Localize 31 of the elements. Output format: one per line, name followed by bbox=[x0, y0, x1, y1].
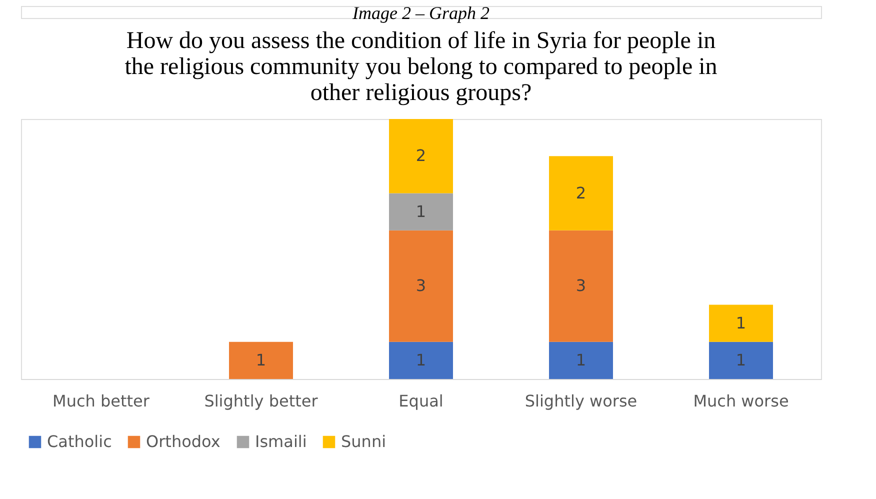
data-label: 1 bbox=[736, 350, 746, 370]
data-label: 1 bbox=[576, 350, 586, 370]
data-label: 3 bbox=[576, 276, 586, 296]
text: Image 2 – Graph 2 bbox=[352, 3, 490, 23]
bar bbox=[709, 342, 773, 379]
bar bbox=[709, 304, 773, 342]
bar bbox=[389, 119, 453, 194]
bar bbox=[229, 342, 293, 379]
bar bbox=[389, 193, 453, 230]
legend-label: Ismaili bbox=[255, 432, 307, 451]
data-label: 1 bbox=[416, 202, 426, 221]
legend-label: Orthodox bbox=[146, 432, 220, 451]
data-label: 2 bbox=[576, 183, 586, 202]
x-tick-label: Slightly worse bbox=[524, 392, 638, 410]
x-tick-label: Slightly better bbox=[204, 392, 318, 410]
legend-label: Sunni bbox=[341, 432, 386, 451]
x-tick-label: Equal bbox=[398, 392, 444, 410]
bar bbox=[389, 230, 453, 342]
data-label: 1 bbox=[736, 313, 746, 332]
x-tick-label: Much better bbox=[52, 392, 150, 410]
data-label: 1 bbox=[256, 350, 266, 370]
bar bbox=[549, 230, 613, 342]
bar bbox=[549, 156, 613, 230]
bar bbox=[549, 342, 613, 379]
data-label: 3 bbox=[416, 276, 426, 296]
data-label: 2 bbox=[416, 146, 426, 166]
chart-title: How do you assess the condition of life in Syria for people in the religious community you belong to compared to people in other religious groups? bbox=[124, 28, 718, 106]
data-label: 1 bbox=[416, 350, 426, 370]
x-tick-label: Much worse bbox=[693, 392, 789, 410]
bar bbox=[389, 342, 453, 379]
legend-label: Catholic bbox=[47, 432, 112, 451]
